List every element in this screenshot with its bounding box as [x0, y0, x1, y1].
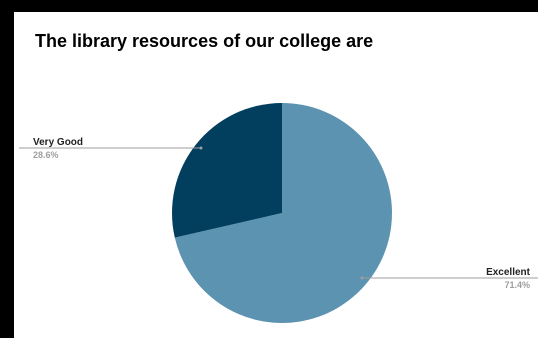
pie-slice-very-good — [171, 102, 282, 238]
slice-name-excellent: Excellent — [486, 267, 531, 278]
slice-label-excellent: Excellent 71.4% — [360, 267, 538, 290]
chart-title: The library resources of our college are — [35, 31, 374, 51]
pie-chart: Very Good 28.6% Excellent 71.4% — [19, 102, 538, 323]
leader-dot-very-good — [199, 146, 203, 150]
pie-slice-excellent — [174, 103, 392, 323]
slice-percent-very-good: 28.6% — [33, 150, 59, 160]
slice-label-very-good: Very Good 28.6% — [19, 137, 203, 160]
slice-percent-excellent: 71.4% — [504, 280, 530, 290]
pie-slices — [171, 102, 392, 323]
slice-name-very-good: Very Good — [33, 137, 83, 148]
leader-dot-excellent — [360, 276, 364, 280]
chart-canvas: The library resources of our college are… — [14, 12, 538, 338]
